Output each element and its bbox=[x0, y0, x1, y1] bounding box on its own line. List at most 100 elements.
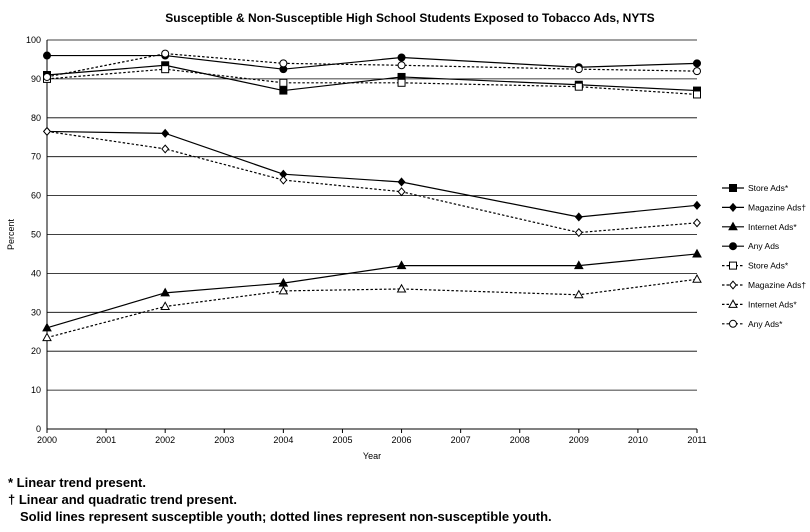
series-line bbox=[46, 64, 698, 92]
series-line bbox=[47, 54, 698, 70]
footnote-linear-trend: * Linear trend present. bbox=[8, 475, 146, 490]
legend-label: Any Ads* bbox=[748, 319, 783, 329]
legend-marker bbox=[729, 202, 737, 212]
data-point bbox=[161, 65, 170, 74]
data-point bbox=[396, 260, 407, 270]
x-tick-label: 2005 bbox=[332, 435, 352, 445]
legend-item: Internet Ads* bbox=[722, 221, 797, 232]
data-point bbox=[574, 227, 583, 238]
data-point bbox=[160, 287, 171, 297]
data-point bbox=[42, 322, 52, 332]
series-7 bbox=[42, 274, 702, 342]
legend-item: Store Ads* bbox=[722, 183, 789, 193]
legend-label: Internet Ads* bbox=[748, 299, 797, 309]
axes bbox=[46, 40, 698, 433]
x-tick-label: 2008 bbox=[510, 435, 530, 445]
chart: Susceptible & Non-Susceptible High Schoo… bbox=[6, 11, 806, 461]
data-point bbox=[693, 90, 701, 99]
data-point bbox=[279, 175, 288, 185]
series-line bbox=[46, 130, 698, 218]
x-tick-label: 2007 bbox=[451, 435, 471, 445]
x-tick-label: 2003 bbox=[214, 435, 234, 445]
data-point bbox=[397, 78, 406, 87]
legend-marker bbox=[728, 221, 738, 231]
legend-marker bbox=[729, 280, 737, 290]
data-point bbox=[573, 260, 584, 270]
x-tick-labels: 2000 2001 2002 2003 2004 2005 2006 2007 2008 2009… bbox=[37, 435, 707, 445]
series-8 bbox=[43, 49, 701, 81]
data-point bbox=[278, 285, 289, 295]
data-point bbox=[397, 187, 406, 197]
chart-title: Susceptible & Non-Susceptible High Schoo… bbox=[165, 11, 654, 25]
data-point bbox=[693, 200, 701, 210]
y-tick-label: 40 bbox=[31, 268, 41, 278]
legend-label: Magazine Ads† bbox=[748, 280, 806, 290]
legend-label: Any Ads bbox=[748, 241, 779, 251]
series-4 bbox=[43, 51, 701, 74]
data-point bbox=[693, 59, 701, 68]
legend-item: Magazine Ads† bbox=[722, 202, 806, 212]
data-point bbox=[397, 53, 406, 62]
data-point bbox=[279, 86, 288, 95]
data-point bbox=[279, 59, 288, 68]
y-tick-label: 0 bbox=[36, 424, 41, 434]
y-axis-label: Percent bbox=[6, 218, 16, 250]
x-tick-label: 2009 bbox=[569, 435, 589, 445]
y-tick-label: 10 bbox=[31, 385, 41, 395]
legend-label: Store Ads* bbox=[748, 261, 789, 271]
data-point bbox=[161, 128, 170, 138]
x-tick-label: 2011 bbox=[687, 435, 706, 445]
y-tick-label: 70 bbox=[31, 152, 41, 162]
data-point bbox=[42, 332, 52, 342]
data-point bbox=[160, 301, 171, 310]
legend-marker bbox=[728, 299, 738, 308]
series-6 bbox=[43, 126, 701, 238]
data-point bbox=[574, 212, 583, 222]
x-tick-label: 2010 bbox=[628, 435, 648, 445]
legend: Store Ads* Magazine Ads† Internet Ads* Any … bbox=[722, 183, 806, 329]
data-point bbox=[693, 67, 701, 76]
data-point bbox=[397, 177, 406, 187]
legend-label: Store Ads* bbox=[748, 183, 789, 193]
legend-item: Magazine Ads† bbox=[722, 280, 806, 290]
series-line bbox=[46, 53, 698, 78]
y-tick-label: 30 bbox=[31, 307, 41, 317]
footnote-quadratic-trend: † Linear and quadratic trend present. bbox=[8, 492, 237, 507]
data-point bbox=[161, 144, 170, 154]
x-tick-label: 2001 bbox=[96, 435, 116, 445]
series-2 bbox=[43, 126, 701, 222]
x-axis-label: Year bbox=[363, 451, 381, 461]
x-tick-label: 2006 bbox=[392, 435, 412, 445]
legend-item: Any Ads bbox=[722, 241, 779, 251]
legend-marker bbox=[729, 242, 737, 251]
series-5 bbox=[43, 65, 701, 99]
legend-item: Store Ads* bbox=[722, 261, 789, 271]
series-line bbox=[46, 68, 698, 96]
y-tick-label: 100 bbox=[26, 35, 41, 45]
data-point bbox=[279, 78, 288, 87]
data-point bbox=[693, 218, 701, 228]
y-tick-label: 60 bbox=[31, 191, 41, 201]
data-point bbox=[43, 126, 51, 136]
series-line bbox=[46, 253, 698, 329]
data-point bbox=[397, 61, 406, 70]
footnote-line-styles: Solid lines represent susceptible youth;… bbox=[20, 509, 552, 524]
legend-marker bbox=[729, 319, 737, 328]
legend-label: Magazine Ads† bbox=[748, 202, 806, 212]
legend-item: Any Ads* bbox=[722, 319, 783, 329]
data-point bbox=[43, 72, 51, 81]
data-point bbox=[574, 65, 583, 74]
y-tick-labels: 0 10 20 30 40 50 60 70 80 90 100 bbox=[26, 35, 41, 434]
series-group bbox=[42, 49, 702, 342]
legend-label: Internet Ads* bbox=[748, 222, 797, 232]
legend-marker bbox=[729, 261, 737, 270]
x-tick-label: 2004 bbox=[273, 435, 293, 445]
y-tick-label: 50 bbox=[31, 230, 41, 240]
y-tick-label: 80 bbox=[31, 113, 41, 123]
series-3 bbox=[42, 248, 702, 332]
y-tick-label: 90 bbox=[31, 74, 41, 84]
data-point bbox=[396, 283, 407, 293]
data-point bbox=[43, 51, 51, 60]
x-tick-label: 2000 bbox=[37, 435, 57, 445]
data-point bbox=[574, 82, 583, 91]
